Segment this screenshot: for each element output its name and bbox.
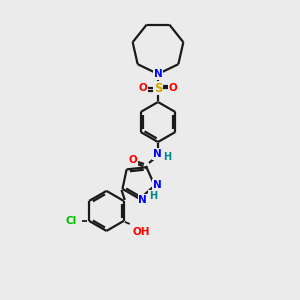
Text: O: O	[169, 83, 177, 93]
Text: H: H	[149, 191, 157, 201]
Text: S: S	[154, 82, 162, 94]
Text: N: N	[154, 69, 162, 79]
Text: O: O	[139, 83, 147, 93]
Text: N: N	[138, 195, 147, 205]
Text: OH: OH	[132, 227, 149, 237]
Text: H: H	[163, 152, 171, 162]
Text: O: O	[129, 155, 137, 165]
Text: N: N	[153, 149, 161, 159]
Text: N: N	[153, 179, 162, 190]
Text: Cl: Cl	[65, 216, 77, 226]
